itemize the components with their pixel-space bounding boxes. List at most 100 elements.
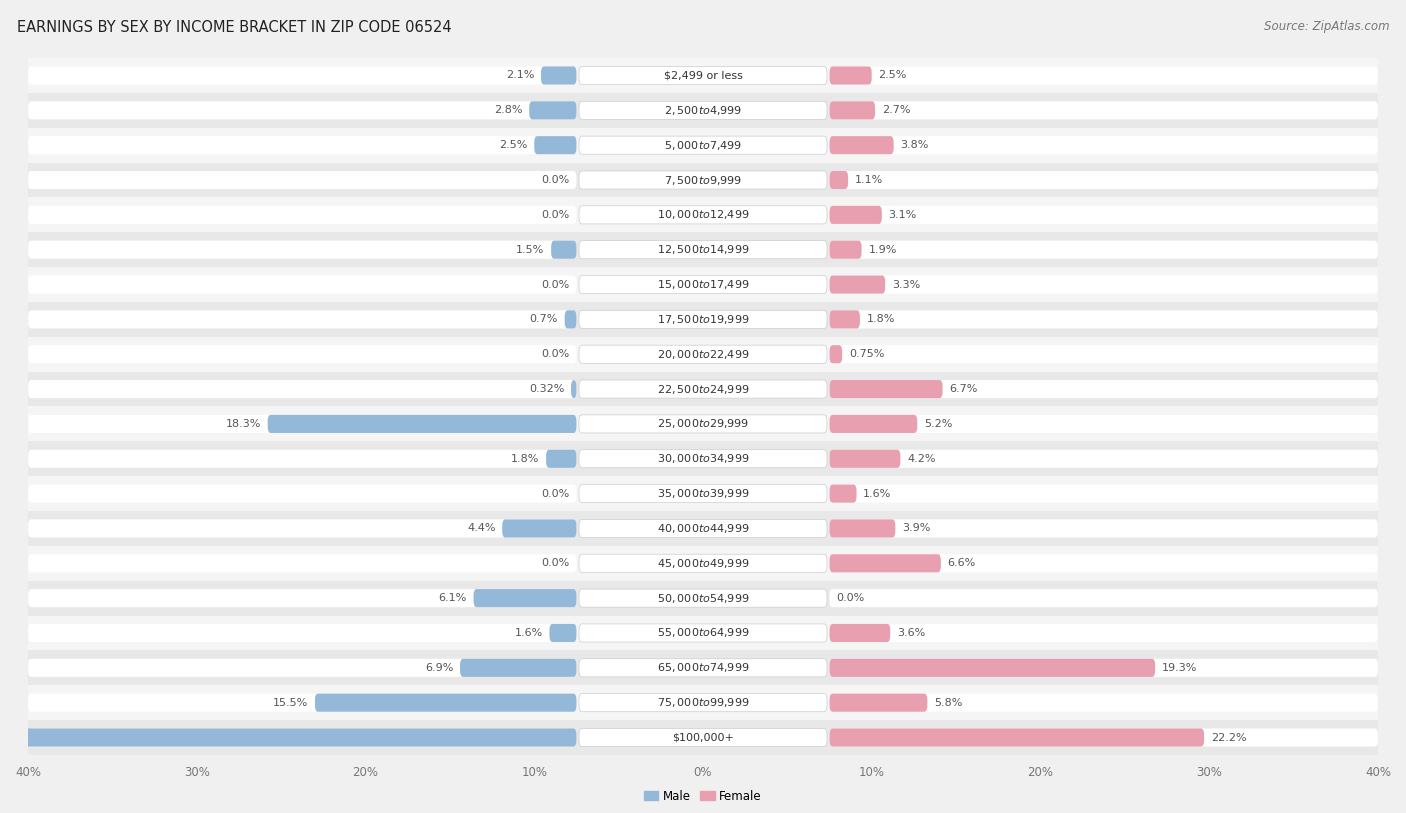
FancyBboxPatch shape — [579, 659, 827, 677]
FancyBboxPatch shape — [830, 380, 942, 398]
Text: 4.4%: 4.4% — [467, 524, 495, 533]
FancyBboxPatch shape — [830, 624, 890, 642]
Text: $10,000 to $12,499: $10,000 to $12,499 — [657, 208, 749, 221]
Text: 1.8%: 1.8% — [510, 454, 540, 463]
FancyBboxPatch shape — [830, 450, 900, 467]
Bar — [28, 372, 1378, 406]
Bar — [28, 476, 1378, 511]
FancyBboxPatch shape — [830, 67, 872, 85]
Bar — [28, 163, 1378, 198]
FancyBboxPatch shape — [541, 67, 576, 85]
Bar — [28, 546, 1378, 580]
FancyBboxPatch shape — [460, 659, 576, 677]
Text: 2.7%: 2.7% — [882, 106, 910, 115]
FancyBboxPatch shape — [830, 728, 1204, 746]
Text: $15,000 to $17,499: $15,000 to $17,499 — [657, 278, 749, 291]
Bar — [28, 267, 1378, 302]
Text: 22.2%: 22.2% — [1211, 733, 1247, 742]
FancyBboxPatch shape — [830, 659, 1378, 677]
FancyBboxPatch shape — [830, 728, 1378, 746]
FancyBboxPatch shape — [28, 624, 576, 642]
Text: $5,000 to $7,499: $5,000 to $7,499 — [664, 139, 742, 152]
Bar — [28, 720, 1378, 755]
FancyBboxPatch shape — [579, 485, 827, 502]
Text: 3.6%: 3.6% — [897, 628, 925, 638]
Text: $17,500 to $19,999: $17,500 to $19,999 — [657, 313, 749, 326]
Text: 3.1%: 3.1% — [889, 210, 917, 220]
FancyBboxPatch shape — [28, 67, 576, 85]
FancyBboxPatch shape — [830, 554, 1378, 572]
FancyBboxPatch shape — [830, 485, 856, 502]
FancyBboxPatch shape — [830, 171, 848, 189]
FancyBboxPatch shape — [28, 380, 576, 398]
FancyBboxPatch shape — [830, 311, 860, 328]
Bar — [28, 233, 1378, 267]
FancyBboxPatch shape — [28, 450, 576, 467]
Text: 2.1%: 2.1% — [506, 71, 534, 80]
Text: 0.75%: 0.75% — [849, 350, 884, 359]
Text: $22,500 to $24,999: $22,500 to $24,999 — [657, 383, 749, 396]
FancyBboxPatch shape — [28, 311, 576, 328]
Bar — [28, 406, 1378, 441]
Text: Source: ZipAtlas.com: Source: ZipAtlas.com — [1264, 20, 1389, 33]
Text: $30,000 to $34,999: $30,000 to $34,999 — [657, 452, 749, 465]
Text: 19.3%: 19.3% — [1161, 663, 1198, 673]
FancyBboxPatch shape — [565, 311, 576, 328]
Text: $75,000 to $99,999: $75,000 to $99,999 — [657, 696, 749, 709]
FancyBboxPatch shape — [830, 415, 1378, 433]
FancyBboxPatch shape — [830, 206, 1378, 224]
Text: 2.5%: 2.5% — [879, 71, 907, 80]
Text: 1.6%: 1.6% — [863, 489, 891, 498]
FancyBboxPatch shape — [830, 520, 1378, 537]
FancyBboxPatch shape — [28, 171, 576, 189]
FancyBboxPatch shape — [830, 485, 1378, 502]
FancyBboxPatch shape — [28, 346, 576, 363]
FancyBboxPatch shape — [579, 102, 827, 120]
Text: $2,500 to $4,999: $2,500 to $4,999 — [664, 104, 742, 117]
Text: $40,000 to $44,999: $40,000 to $44,999 — [657, 522, 749, 535]
Text: 3.8%: 3.8% — [900, 140, 929, 150]
Bar — [28, 685, 1378, 720]
Legend: Male, Female: Male, Female — [640, 785, 766, 807]
FancyBboxPatch shape — [830, 276, 886, 293]
FancyBboxPatch shape — [579, 346, 827, 363]
Text: 0.0%: 0.0% — [541, 175, 569, 185]
FancyBboxPatch shape — [28, 102, 576, 120]
Text: 0.0%: 0.0% — [541, 489, 569, 498]
FancyBboxPatch shape — [502, 520, 576, 537]
FancyBboxPatch shape — [529, 102, 576, 120]
Text: 3.9%: 3.9% — [903, 524, 931, 533]
Text: 0.0%: 0.0% — [541, 350, 569, 359]
Text: $55,000 to $64,999: $55,000 to $64,999 — [657, 627, 749, 640]
Text: 2.8%: 2.8% — [494, 106, 523, 115]
FancyBboxPatch shape — [28, 520, 576, 537]
Text: $20,000 to $22,499: $20,000 to $22,499 — [657, 348, 749, 361]
Text: 0.32%: 0.32% — [529, 384, 564, 394]
FancyBboxPatch shape — [830, 693, 1378, 711]
Bar — [28, 302, 1378, 337]
Text: 18.3%: 18.3% — [225, 419, 262, 429]
FancyBboxPatch shape — [830, 380, 1378, 398]
FancyBboxPatch shape — [830, 346, 1378, 363]
FancyBboxPatch shape — [546, 450, 576, 467]
FancyBboxPatch shape — [830, 311, 1378, 328]
FancyBboxPatch shape — [830, 415, 917, 433]
FancyBboxPatch shape — [28, 136, 576, 154]
FancyBboxPatch shape — [579, 554, 827, 572]
FancyBboxPatch shape — [571, 380, 576, 398]
FancyBboxPatch shape — [579, 136, 827, 154]
FancyBboxPatch shape — [551, 241, 576, 259]
Text: 2.5%: 2.5% — [499, 140, 527, 150]
FancyBboxPatch shape — [579, 728, 827, 746]
Bar — [28, 128, 1378, 163]
Bar — [28, 441, 1378, 476]
Text: 1.6%: 1.6% — [515, 628, 543, 638]
FancyBboxPatch shape — [830, 102, 1378, 120]
Text: $2,499 or less: $2,499 or less — [664, 71, 742, 80]
FancyBboxPatch shape — [830, 67, 1378, 85]
Text: 0.0%: 0.0% — [541, 559, 569, 568]
FancyBboxPatch shape — [830, 241, 1378, 259]
FancyBboxPatch shape — [830, 241, 862, 259]
Text: $65,000 to $74,999: $65,000 to $74,999 — [657, 661, 749, 674]
Text: $35,000 to $39,999: $35,000 to $39,999 — [657, 487, 749, 500]
